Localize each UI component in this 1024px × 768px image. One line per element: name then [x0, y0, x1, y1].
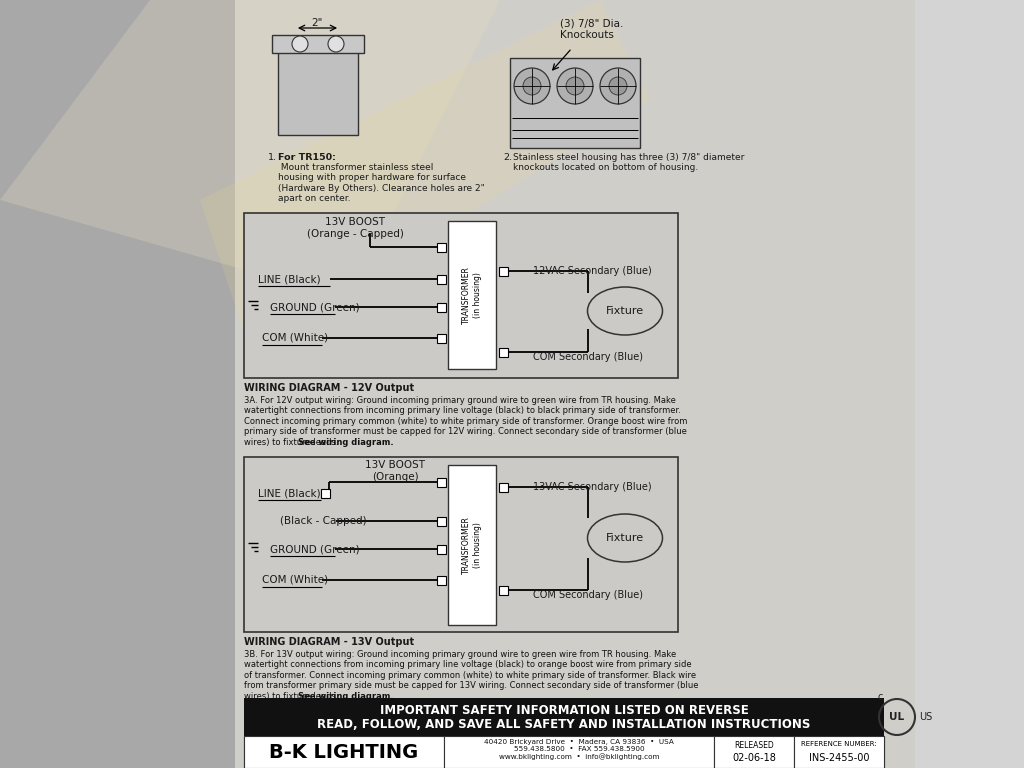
Text: Mount transformer stainless steel
housing with proper hardware for surface
(Hard: Mount transformer stainless steel housin… — [278, 163, 484, 204]
Bar — [449, 465, 496, 625]
Text: RELEASED: RELEASED — [734, 741, 774, 750]
Circle shape — [600, 68, 636, 104]
Text: COM (White): COM (White) — [262, 333, 328, 343]
Text: (Black - Capped): (Black - Capped) — [280, 516, 367, 526]
Bar — [436, 243, 445, 251]
Text: B-K LIGHTING: B-K LIGHTING — [269, 743, 419, 762]
Circle shape — [566, 77, 584, 95]
Bar — [244, 736, 444, 768]
Bar — [436, 333, 445, 343]
Text: (3) 7/8" Dia.
Knockouts: (3) 7/8" Dia. Knockouts — [560, 18, 624, 40]
Bar — [244, 698, 884, 736]
Circle shape — [557, 68, 593, 104]
Text: INS-2455-00: INS-2455-00 — [809, 753, 869, 763]
Text: IMPORTANT SAFETY INFORMATION LISTED ON REVERSE: IMPORTANT SAFETY INFORMATION LISTED ON R… — [380, 704, 749, 717]
Text: See wiring diagram.: See wiring diagram. — [298, 692, 393, 701]
Bar — [278, 40, 358, 135]
Text: 2": 2" — [311, 18, 323, 28]
Text: WIRING DIAGRAM - 13V Output: WIRING DIAGRAM - 13V Output — [244, 637, 414, 647]
Bar — [499, 266, 508, 276]
Bar — [244, 457, 678, 632]
Text: For TR150:: For TR150: — [278, 153, 336, 162]
Bar — [436, 517, 445, 525]
Circle shape — [523, 77, 541, 95]
Ellipse shape — [588, 514, 663, 562]
Bar — [915, 0, 1024, 768]
Text: 13VAC Secondary (Blue): 13VAC Secondary (Blue) — [534, 482, 651, 492]
Bar — [436, 303, 445, 312]
Text: LINE (Black): LINE (Black) — [258, 488, 321, 498]
Text: Stainless steel housing has three (3) 7/8" diameter
knockouts located on bottom : Stainless steel housing has three (3) 7/… — [513, 153, 744, 172]
Text: TRANSFORMER
(in housing): TRANSFORMER (in housing) — [462, 266, 481, 324]
Text: 12VAC Secondary (Blue): 12VAC Secondary (Blue) — [534, 266, 651, 276]
Circle shape — [514, 68, 550, 104]
Bar — [436, 545, 445, 554]
Text: c: c — [878, 692, 883, 702]
Text: GROUND (Green): GROUND (Green) — [270, 302, 359, 312]
Text: WIRING DIAGRAM - 12V Output: WIRING DIAGRAM - 12V Output — [244, 383, 414, 393]
Bar — [436, 575, 445, 584]
Bar — [499, 482, 508, 492]
Text: READ, FOLLOW, AND SAVE ALL SAFETY AND INSTALLATION INSTRUCTIONS: READ, FOLLOW, AND SAVE ALL SAFETY AND IN… — [317, 718, 811, 731]
Bar — [794, 736, 884, 768]
Bar — [436, 274, 445, 283]
Text: GROUND (Green): GROUND (Green) — [270, 544, 359, 554]
Text: LINE (Black): LINE (Black) — [258, 274, 321, 284]
Text: Fixture: Fixture — [606, 533, 644, 543]
Circle shape — [328, 36, 344, 52]
Bar — [714, 736, 794, 768]
Text: 02-06-18: 02-06-18 — [732, 753, 776, 763]
Text: 13V BOOST
(Orange - Capped): 13V BOOST (Orange - Capped) — [306, 217, 403, 239]
Text: 3B. For 13V output wiring: Ground incoming primary ground wire to green wire fro: 3B. For 13V output wiring: Ground incomi… — [244, 650, 698, 700]
Bar — [499, 347, 508, 356]
Text: COM Secondary (Blue): COM Secondary (Blue) — [534, 352, 643, 362]
Polygon shape — [200, 0, 650, 350]
Circle shape — [292, 36, 308, 52]
Text: COM Secondary (Blue): COM Secondary (Blue) — [534, 590, 643, 600]
Bar — [449, 221, 496, 369]
Text: TRANSFORMER
(in housing): TRANSFORMER (in housing) — [462, 516, 481, 574]
Bar — [321, 488, 330, 498]
Bar — [272, 35, 364, 53]
Text: See wiring diagram.: See wiring diagram. — [298, 438, 393, 447]
Text: US: US — [919, 712, 932, 722]
Ellipse shape — [588, 287, 663, 335]
Text: 40420 Brickyard Drive  •  Madera, CA 93836  •  USA
559.438.5800  •  FAX 559.438.: 40420 Brickyard Drive • Madera, CA 93836… — [484, 739, 674, 760]
Bar — [234, 0, 915, 768]
Text: UL: UL — [890, 712, 904, 722]
Bar — [444, 736, 714, 768]
Text: Fixture: Fixture — [606, 306, 644, 316]
Bar — [436, 478, 445, 486]
Text: 2.: 2. — [503, 153, 512, 162]
Bar — [499, 585, 508, 594]
Text: 1.: 1. — [268, 153, 278, 162]
Bar — [244, 213, 678, 378]
Text: COM (White): COM (White) — [262, 575, 328, 585]
Text: 3A. For 12V output wiring: Ground incoming primary ground wire to green wire fro: 3A. For 12V output wiring: Ground incomi… — [244, 396, 687, 447]
Text: REFERENCE NUMBER:: REFERENCE NUMBER: — [801, 741, 877, 747]
Circle shape — [609, 77, 627, 95]
Bar — [0, 0, 234, 768]
Bar — [510, 58, 640, 148]
Text: 13V BOOST
(Orange): 13V BOOST (Orange) — [365, 460, 425, 482]
Polygon shape — [0, 0, 500, 300]
Bar — [244, 736, 884, 768]
